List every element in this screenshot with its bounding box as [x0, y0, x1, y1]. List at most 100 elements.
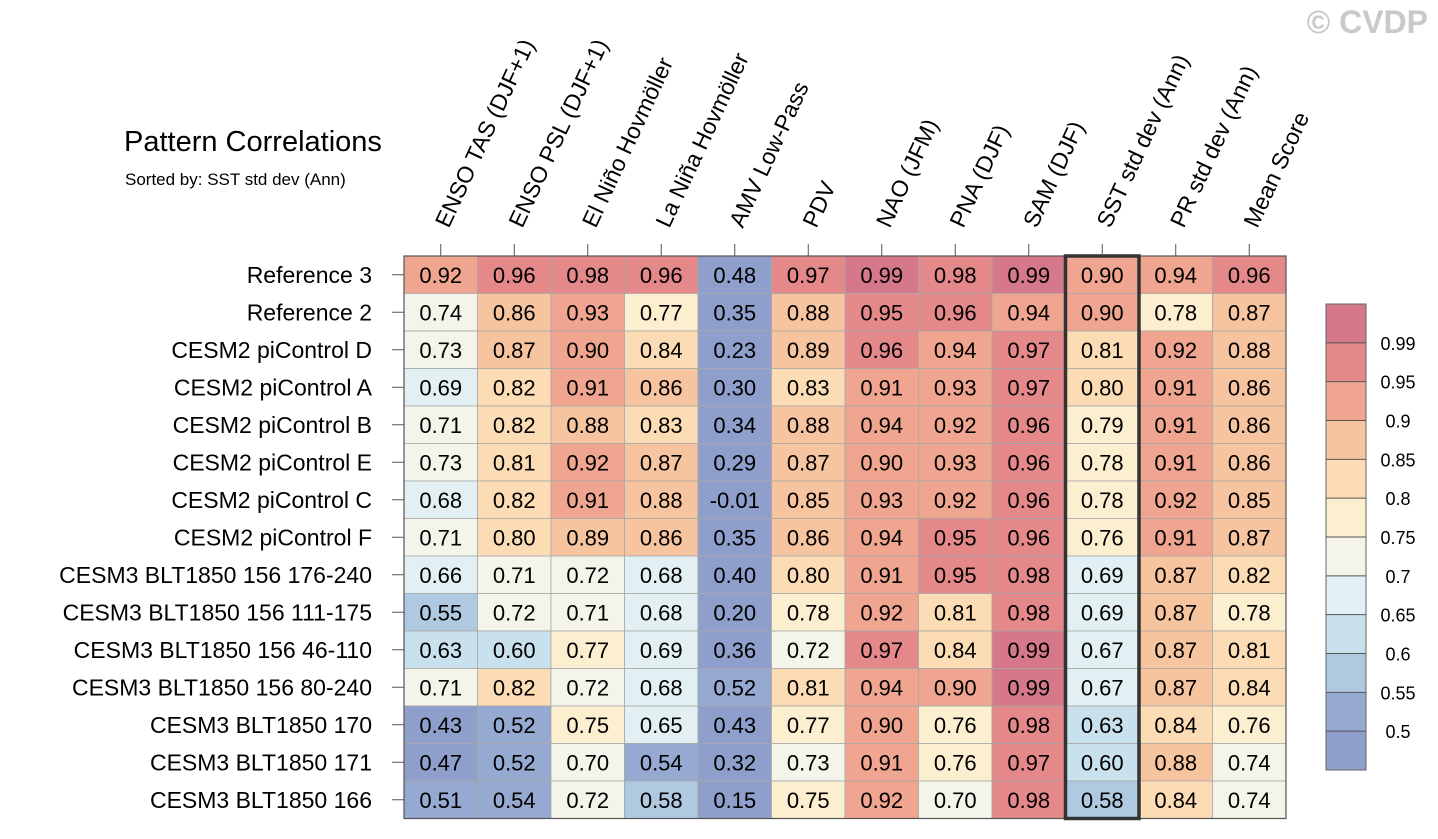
cell-value-label: 0.94: [1154, 263, 1197, 288]
heatmap-cell: [771, 705, 846, 744]
cell-value-label: 0.73: [787, 750, 830, 775]
heatmap-cell: [844, 668, 919, 707]
heatmap-cell: [403, 293, 478, 332]
cell-value-label: 0.76: [934, 750, 977, 775]
row-label: CESM3 BLT1850 156 111-175: [63, 599, 372, 625]
cell-value-label: 0.71: [419, 525, 462, 550]
cell-value-label: 0.94: [860, 525, 903, 550]
cell-value-label: 0.91: [566, 488, 609, 513]
heatmap-cell: [550, 780, 625, 819]
chart-subtitle: Sorted by: SST std dev (Ann): [125, 170, 346, 189]
cell-value-label: 0.92: [860, 600, 903, 625]
cell-value-label: 0.78: [1154, 300, 1197, 325]
heatmap-cell: [991, 443, 1066, 482]
colorbar-label: 0.7: [1385, 567, 1410, 587]
colorbar-segment: [1326, 575, 1366, 615]
heatmap-cell: [403, 330, 478, 369]
heatmap-cell: [1065, 743, 1140, 782]
row-label: CESM3 BLT1850 156 80-240: [72, 674, 372, 700]
heatmap-cell: [918, 630, 993, 669]
cell-value-label: 0.88: [1228, 338, 1271, 363]
cell-value-label: 0.78: [1081, 488, 1124, 513]
heatmap-cell: [1212, 330, 1287, 369]
heatmap-cell: [991, 705, 1066, 744]
cell-value-label: 0.93: [566, 300, 609, 325]
cell-value-label: 0.91: [1154, 525, 1197, 550]
heatmap-cell: [624, 518, 699, 557]
cell-value-label: 0.71: [566, 600, 609, 625]
cell-value-label: 0.29: [713, 450, 756, 475]
cell-value-label: 0.20: [713, 600, 756, 625]
cell-value-label: 0.97: [1007, 375, 1050, 400]
cell-value-label: 0.67: [1081, 675, 1124, 700]
cell-value-label: 0.87: [787, 450, 830, 475]
cell-value-label: 0.99: [1007, 675, 1050, 700]
cell-value-label: 0.93: [860, 488, 903, 513]
heatmap-cell: [1212, 255, 1287, 294]
heatmap-cell: [844, 293, 919, 332]
cell-value-label: 0.81: [1228, 638, 1271, 663]
cell-value-label: 0.81: [1081, 338, 1124, 363]
heatmap-cell: [624, 555, 699, 594]
heatmap-cell: [771, 668, 846, 707]
row-label: CESM2 piControl B: [173, 412, 372, 438]
heatmap-cell: [1212, 630, 1287, 669]
heatmap-cell: [550, 743, 625, 782]
heatmap-cell: [1212, 518, 1287, 557]
cell-value-label: 0.82: [493, 413, 536, 438]
cell-value-label: 0.35: [713, 300, 756, 325]
cell-value-label: 0.72: [566, 563, 609, 588]
heatmap-cell: [771, 443, 846, 482]
cell-value-label: 0.71: [419, 413, 462, 438]
heatmap-cell: [477, 743, 552, 782]
heatmap-cell: [697, 293, 772, 332]
heatmap-cell: [550, 330, 625, 369]
heatmap-cell: [991, 668, 1066, 707]
cell-value-label: 0.40: [713, 563, 756, 588]
colorbar-segment: [1326, 304, 1366, 343]
colorbar-label: 0.8: [1385, 489, 1410, 509]
heatmap-cell: [1212, 555, 1287, 594]
heatmap-cell: [1065, 405, 1140, 444]
cell-value-label: 0.23: [713, 338, 756, 363]
cell-value-label: 0.99: [860, 263, 903, 288]
cell-value-label: 0.77: [566, 638, 609, 663]
row-label: Reference 3: [247, 262, 372, 288]
cell-value-label: 0.97: [1007, 750, 1050, 775]
cell-value-label: 0.87: [1154, 638, 1197, 663]
heatmap-cell: [477, 368, 552, 407]
cell-value-label: 0.96: [934, 300, 977, 325]
heatmap-cell: [1065, 443, 1140, 482]
row-label: CESM2 piControl D: [171, 337, 372, 363]
cell-value-label: 0.86: [640, 525, 683, 550]
cell-value-label: 0.43: [713, 713, 756, 738]
cell-value-label: 0.94: [860, 413, 903, 438]
cell-value-label: 0.86: [1228, 413, 1271, 438]
cell-value-label: 0.15: [713, 788, 756, 813]
cell-value-label: 0.96: [640, 263, 683, 288]
cell-value-label: 0.96: [1007, 488, 1050, 513]
cell-value-label: 0.95: [934, 563, 977, 588]
heatmap-cell: [624, 330, 699, 369]
cell-value-label: 0.34: [713, 413, 756, 438]
cell-value-label: 0.96: [1007, 525, 1050, 550]
colorbar-segment: [1326, 537, 1366, 576]
row-label: CESM2 piControl A: [174, 374, 373, 400]
heatmap-cell: [844, 443, 919, 482]
cell-value-label: 0.88: [787, 300, 830, 325]
colorbar-label: 0.65: [1380, 606, 1415, 626]
cell-value-label: 0.86: [787, 525, 830, 550]
heatmap-cell: [1138, 555, 1213, 594]
heatmap-cell: [403, 368, 478, 407]
cell-value-label: 0.35: [713, 525, 756, 550]
heatmap-cell: [697, 518, 772, 557]
cell-value-label: 0.96: [493, 263, 536, 288]
cell-value-label: 0.87: [1228, 300, 1271, 325]
heatmap-cell: [477, 255, 552, 294]
heatmap-cell: [918, 668, 993, 707]
colorbar-segment: [1326, 653, 1366, 693]
heatmap-cell: [991, 293, 1066, 332]
heatmap-cell: [771, 330, 846, 369]
heatmap-cell: [550, 668, 625, 707]
